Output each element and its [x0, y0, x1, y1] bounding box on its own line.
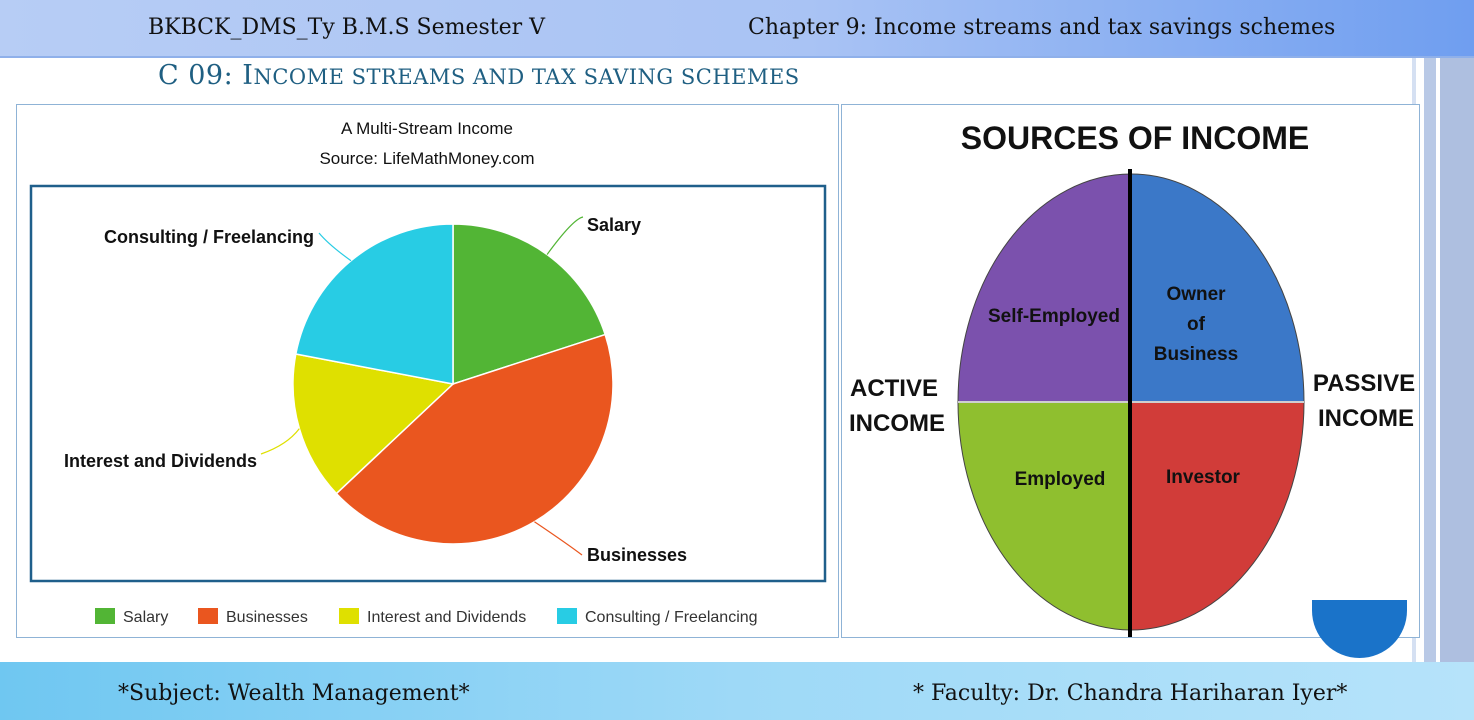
chart-title: A Multi-Stream Income: [341, 119, 513, 138]
legend-swatch: [198, 608, 218, 624]
active-income-line1: ACTIVE: [850, 375, 938, 402]
slide-title: C 09: INCOME STREAMS AND TAX SAVING SCHE…: [158, 60, 800, 91]
active-income-line2: INCOME: [849, 410, 945, 437]
course-label: BKBCK_DMS_Ty B.M.S Semester V: [148, 15, 546, 40]
quadrant-label-self-employed: Self-Employed: [988, 306, 1120, 327]
chapter-label: Chapter 9: Income streams and tax saving…: [748, 15, 1336, 40]
legend-label: Interest and Dividends: [367, 609, 526, 626]
faculty-label: * Faculty: Dr. Chandra Hariharan Iyer*: [913, 681, 1348, 706]
decorative-rail: [1440, 58, 1474, 663]
quadrant-employed: [958, 402, 1131, 630]
quadrant-investor: [1131, 402, 1304, 630]
diagram-title: SOURCES OF INCOME: [961, 120, 1309, 156]
quadrant-label-employed: Employed: [1015, 469, 1106, 490]
pie-data-label: Consulting / Freelancing: [104, 227, 314, 247]
legend-label: Salary: [123, 609, 168, 626]
subject-label: *Subject: Wealth Management*: [118, 681, 470, 706]
quadrant-label-investor: Investor: [1166, 467, 1241, 488]
quadrant-label-business: Business: [1154, 344, 1238, 365]
quadrant-label-of: of: [1187, 314, 1206, 335]
quadrant-label-owner: Owner: [1166, 284, 1226, 305]
quadrant-self-employed: [958, 174, 1131, 402]
pie-data-label: Salary: [587, 215, 641, 235]
pie-slice-interest-and-dividends: [292, 353, 455, 495]
header-bar: BKBCK_DMS_Ty B.M.S Semester V Chapter 9:…: [0, 0, 1474, 58]
quadrant-owner-of-business: [1131, 174, 1304, 402]
footer-bar: *Subject: Wealth Management* * Faculty: …: [0, 662, 1474, 720]
pie-chart-panel: A Multi-Stream Income Source: LifeMathMo…: [16, 104, 839, 638]
sources-of-income-diagram: SOURCES OF INCOME Self-Employed Owner of…: [849, 120, 1415, 637]
legend-label: Consulting / Freelancing: [585, 609, 758, 626]
sources-diagram-panel: SOURCES OF INCOME Self-Employed Owner of…: [841, 104, 1420, 638]
pie-slice-consulting-freelancing: [294, 223, 454, 385]
pie-leader-line: [260, 428, 300, 455]
legend-swatch: [557, 608, 577, 624]
pie-data-label: Businesses: [587, 545, 687, 565]
passive-income-line2: INCOME: [1318, 405, 1414, 432]
legend-label: Businesses: [226, 609, 308, 626]
pie-chart: A Multi-Stream Income Source: LifeMathMo…: [29, 119, 827, 626]
passive-income-line1: PASSIVE: [1313, 370, 1415, 397]
pie-leader-line: [318, 232, 352, 262]
legend-swatch: [339, 608, 359, 624]
plot-area-border: [29, 184, 827, 583]
pie-leader-line: [534, 521, 583, 556]
chart-subtitle: Source: LifeMathMoney.com: [319, 149, 534, 168]
pie-leader-line: [546, 216, 584, 255]
decorative-rail: [1424, 58, 1436, 663]
legend-swatch: [95, 608, 115, 624]
pie-data-label: Interest and Dividends: [64, 451, 257, 471]
slide-number-badge: [1312, 600, 1407, 658]
